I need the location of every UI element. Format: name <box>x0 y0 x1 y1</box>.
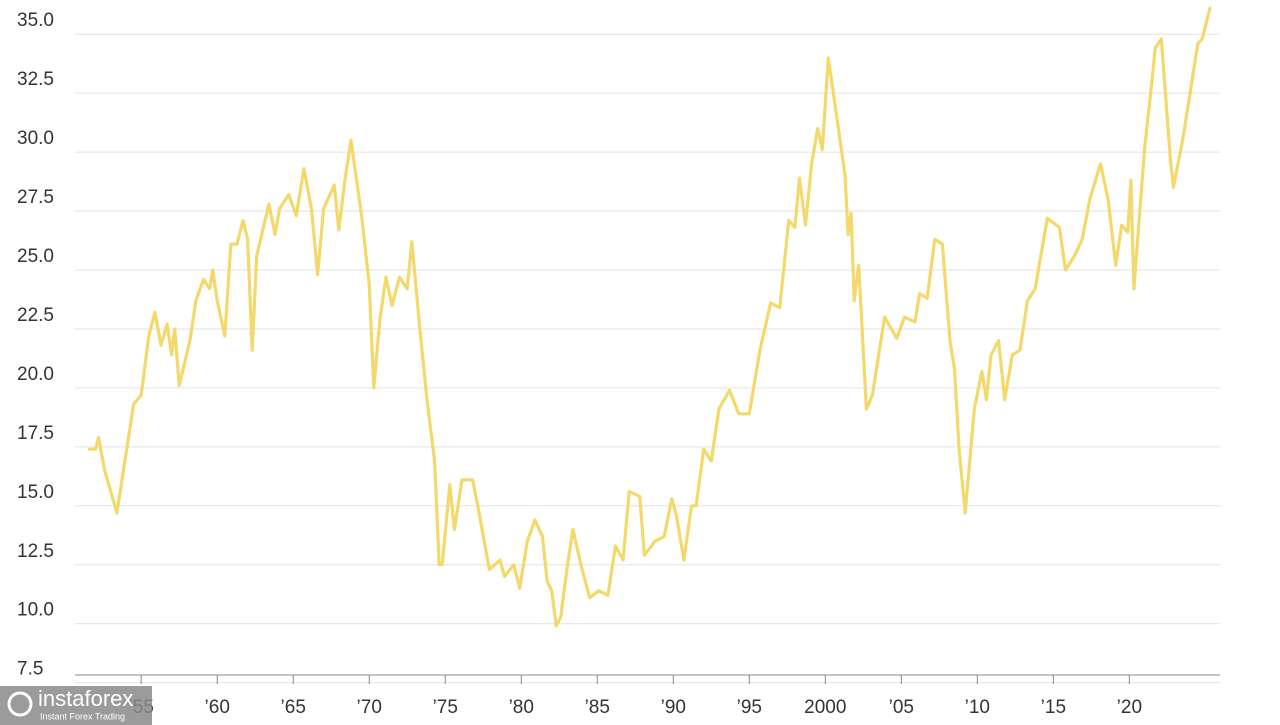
x-tick-label: ’75 <box>433 697 458 718</box>
x-tick-label: ’10 <box>965 697 990 718</box>
x-tick-label: ’05 <box>889 697 914 718</box>
y-tick-label: 32.5 <box>17 69 54 90</box>
line-series <box>87 6 1212 628</box>
x-tick-label: ’80 <box>509 697 534 718</box>
x-tick-label: ’70 <box>357 697 382 718</box>
y-tick-label: 25.0 <box>17 246 54 267</box>
watermark-background <box>0 686 152 725</box>
y-tick-label: 27.5 <box>17 187 54 208</box>
x-tick-label: ’15 <box>1041 697 1066 718</box>
x-tick-label: ’95 <box>737 697 762 718</box>
watermark-brand: instaforex <box>38 686 133 711</box>
y-tick-label: 10.0 <box>17 600 54 621</box>
x-tick-label: ’65 <box>281 697 306 718</box>
watermark: instaforex Instant Forex Trading <box>0 686 152 725</box>
x-tick-label: ’60 <box>205 697 230 718</box>
y-tick-label: 17.5 <box>17 423 54 444</box>
y-tick-label: 35.0 <box>17 10 54 31</box>
y-tick-label: 20.0 <box>17 364 54 385</box>
x-tick-label: ’90 <box>661 697 686 718</box>
y-tick-label: 22.5 <box>17 305 54 326</box>
x-tick-label: 2000 <box>804 697 846 718</box>
x-tick-label: ’85 <box>585 697 610 718</box>
y-tick-label: 12.5 <box>17 541 54 562</box>
watermark-tagline: Instant Forex Trading <box>40 711 125 721</box>
y-tick-label: 7.5 <box>17 659 43 680</box>
y-tick-label: 15.0 <box>17 482 54 503</box>
y-tick-label: 30.0 <box>17 128 54 149</box>
watermark-logo <box>7 691 33 717</box>
x-tick-label: ’20 <box>1117 697 1142 718</box>
